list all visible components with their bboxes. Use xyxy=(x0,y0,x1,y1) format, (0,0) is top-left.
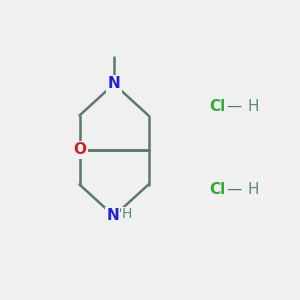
Text: H: H xyxy=(248,99,259,114)
Text: Cl: Cl xyxy=(209,99,225,114)
Text: H: H xyxy=(248,182,259,196)
Text: N: N xyxy=(108,76,120,92)
Text: O: O xyxy=(73,142,86,158)
Text: Cl: Cl xyxy=(209,182,225,196)
Text: H: H xyxy=(122,208,132,221)
Text: —: — xyxy=(226,99,242,114)
Text: N: N xyxy=(106,208,119,224)
Text: —: — xyxy=(226,182,242,196)
